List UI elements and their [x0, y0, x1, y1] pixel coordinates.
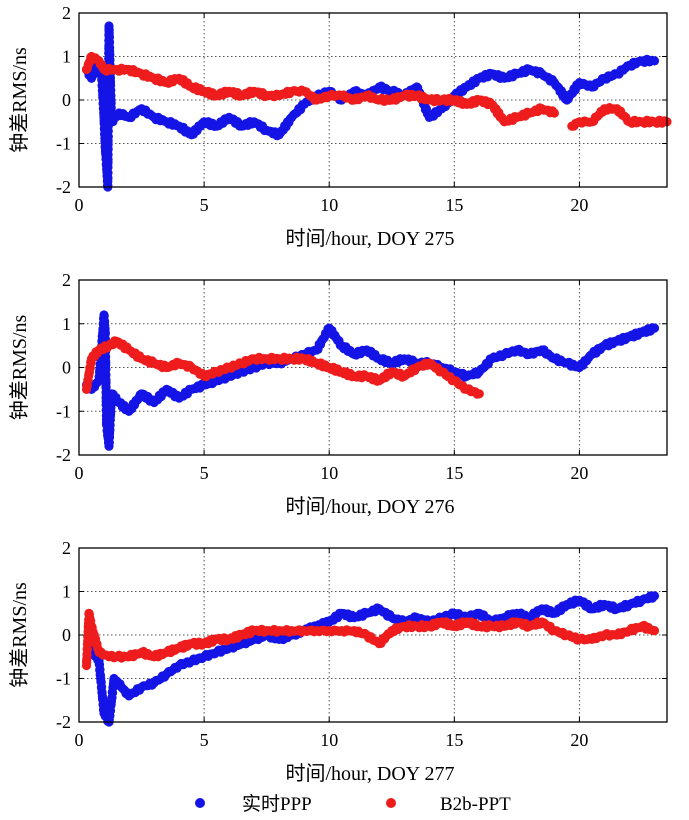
- chart-panel-2: 0 5 10 15 20 -2 -1 0 1 2 时间/hour, DOY 276 钟差RMS/ns: [8, 270, 668, 518]
- x-tick-label: 20: [570, 195, 588, 215]
- data-point: [649, 591, 660, 601]
- y-tick-label: 0: [62, 358, 71, 378]
- legend-label-rtppp: 实时PPP: [242, 793, 312, 815]
- x-tick-label: 15: [445, 730, 463, 750]
- y-tick-label: -1: [56, 669, 71, 689]
- data-point: [474, 389, 484, 399]
- chart-panel-1: 0 5 10 15 20 -2 -1 0 1 2 时间/hour, DOY 275 钟差RMS/ns: [8, 3, 672, 250]
- chart-panel-3: 0 5 10 15 20 -2 -1 0 1 2 时间/hour, DOY 277 钟差RMS/ns: [8, 538, 668, 785]
- y-tick-label: -1: [56, 401, 71, 421]
- y-tick-label: 1: [62, 47, 71, 67]
- x-tick-label: 15: [445, 463, 463, 483]
- series-b2b-ppt: [81, 336, 484, 399]
- x-tick-label: 15: [445, 195, 463, 215]
- data-point: [649, 626, 660, 636]
- y-tick-label: 1: [62, 582, 71, 602]
- legend: 实时PPP B2b-PPT: [195, 793, 511, 815]
- x-tick-label: 10: [320, 195, 338, 215]
- x-tick-label: 5: [200, 730, 209, 750]
- legend-marker-rtppp: [195, 798, 205, 808]
- x-tick-label: 5: [200, 195, 209, 215]
- x-tick-label: 10: [320, 463, 338, 483]
- y-tick-label: 0: [62, 90, 71, 110]
- y-tick-label: 1: [62, 314, 71, 334]
- y-tick-label: -2: [56, 177, 71, 197]
- y-tick-label: -2: [56, 712, 71, 732]
- data-point: [549, 108, 560, 118]
- x-tick-label: 20: [570, 463, 588, 483]
- y-tick-label: 2: [62, 270, 71, 290]
- x-tick-label: 0: [75, 730, 84, 750]
- y-tick-label: 0: [62, 625, 71, 645]
- y-tick-label: -1: [56, 134, 71, 154]
- y-tick-label: 2: [62, 538, 71, 558]
- x-axis-label: 时间/hour, DOY 277: [285, 762, 454, 785]
- y-axis-label: 钟差RMS/ns: [8, 582, 31, 688]
- x-axis-label: 时间/hour, DOY 276: [285, 495, 454, 518]
- x-axis-label: 时间/hour, DOY 275: [285, 227, 454, 250]
- x-tick-label: 20: [570, 730, 588, 750]
- series-b2b-ppt: [81, 608, 660, 671]
- legend-marker-b2b: [386, 798, 396, 808]
- y-tick-label: 2: [62, 3, 71, 23]
- data-point: [649, 56, 660, 66]
- y-axis-label: 钟差RMS/ns: [8, 47, 31, 153]
- y-axis-label: 钟差RMS/ns: [8, 314, 31, 420]
- y-tick-label: -2: [56, 445, 71, 465]
- legend-label-b2b: B2b-PPT: [440, 794, 511, 815]
- x-tick-label: 5: [200, 463, 209, 483]
- series-b2b-ppt: [81, 51, 672, 131]
- x-tick-label: 0: [75, 195, 84, 215]
- x-tick-label: 10: [320, 730, 338, 750]
- x-tick-label: 0: [75, 463, 84, 483]
- data-point: [649, 323, 660, 333]
